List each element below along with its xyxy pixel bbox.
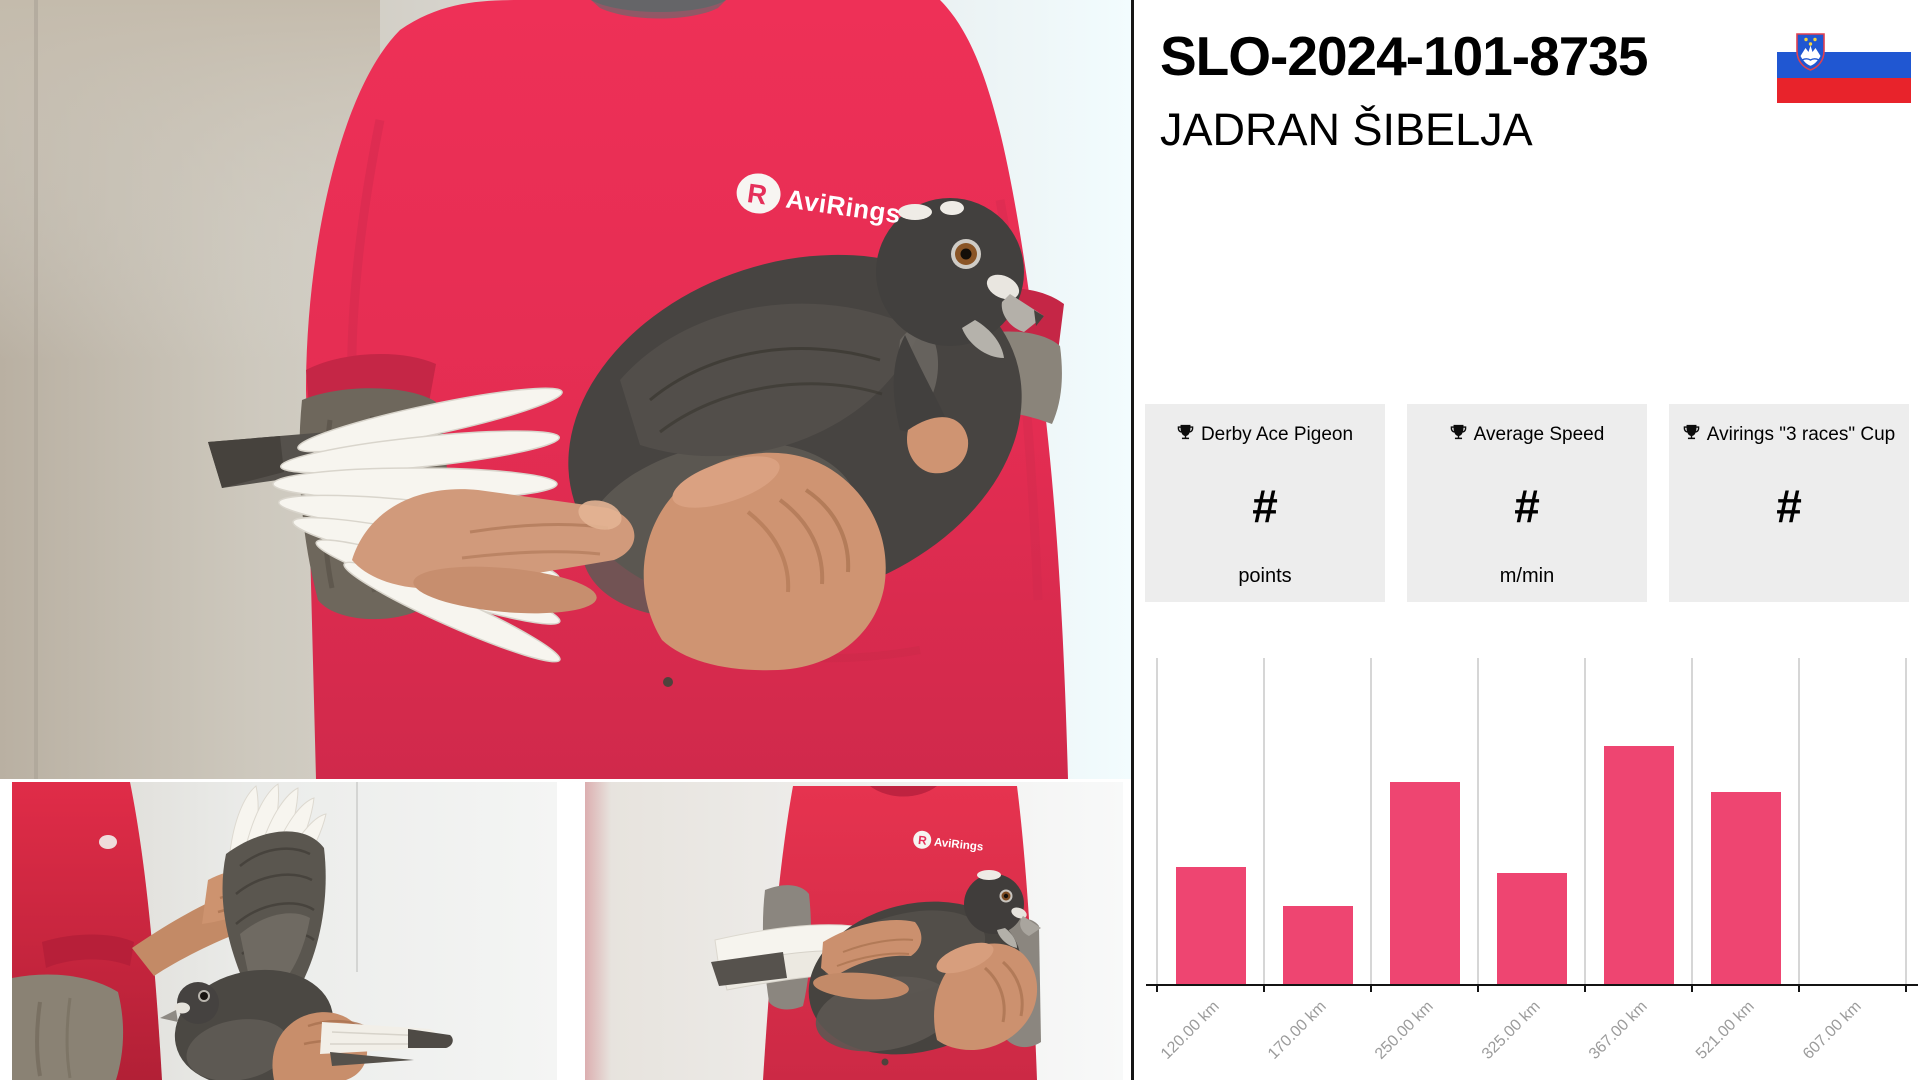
logo-initial: R — [917, 833, 927, 848]
info-panel: SLO-2024-101-8735 JADRAN ŠIBELJA Derby — [1134, 0, 1920, 1080]
right-hand — [643, 417, 969, 671]
chart-gridline — [1156, 658, 1158, 984]
tail — [711, 952, 787, 986]
x-axis-labels: 120.00 km 170.00 km 250.00 km 325.00 km 367.… — [1157, 994, 1906, 1080]
stat-card-average-speed: Average Speed # m/min — [1407, 404, 1647, 602]
chart-gridline — [1691, 658, 1693, 984]
pigeon-head — [160, 982, 219, 1024]
trophy-icon — [1450, 422, 1467, 448]
stat-card-derby-ace: Derby Ace Pigeon # points — [1145, 404, 1385, 602]
stat-label: Derby Ace Pigeon — [1200, 424, 1354, 445]
chart-bar — [1710, 792, 1781, 984]
axis-tick — [1691, 986, 1693, 992]
axis-tick — [1370, 986, 1372, 992]
chart-bar — [1175, 867, 1246, 984]
photo-pigeon-held-side-view[interactable]: R AviRings — [585, 782, 1123, 1080]
x-axis-label: 120.00 km — [1157, 998, 1223, 1063]
stat-unit: m/min — [1499, 565, 1555, 587]
chart-bar — [1496, 873, 1567, 984]
x-axis-line — [1146, 984, 1918, 986]
chart-gridline — [1263, 658, 1265, 984]
chart-gridline — [1798, 658, 1800, 984]
tail-feathers — [320, 1022, 453, 1066]
axis-tick — [1798, 986, 1800, 992]
slovenia-coat-of-arms — [1796, 33, 1825, 71]
photo-mid-illustration: R AviRings — [585, 782, 1123, 1080]
pigeon-head — [876, 198, 1044, 445]
slovenia-flag-icon — [1777, 27, 1911, 103]
stat-label: Avirings "3 races" Cup — [1706, 424, 1896, 445]
logo-initial: R — [745, 178, 768, 210]
stat-value: # — [1776, 480, 1802, 532]
stats-row: Derby Ace Pigeon # points Average Speed … — [1145, 404, 1909, 602]
trophy-icon — [1177, 422, 1194, 448]
chart-bar — [1282, 906, 1353, 984]
photo-main-pigeon-in-hands[interactable]: R AviRings — [0, 0, 1134, 779]
photo-main-illustration: R AviRings — [0, 0, 1134, 779]
chart-bar — [1603, 746, 1674, 984]
logo-wordmark: AviRings — [933, 837, 983, 854]
chart-gridline — [1477, 658, 1479, 984]
avirings-shirt-logo: R AviRings — [913, 830, 984, 854]
chart-bar — [1389, 782, 1460, 984]
race-distance-bar-chart — [1156, 658, 1907, 992]
axis-tick — [1584, 986, 1586, 992]
x-axis-label: 250.00 km — [1371, 998, 1437, 1063]
stat-value: # — [1252, 480, 1278, 532]
stat-card-3-races-cup: Avirings "3 races" Cup # — [1669, 404, 1909, 602]
axis-tick — [1477, 986, 1479, 992]
axis-tick — [1905, 986, 1907, 992]
x-axis-label: 325.00 km — [1478, 998, 1544, 1063]
ring-number: SLO-2024-101-8735 — [1160, 25, 1648, 87]
photo-pigeon-wing-spread[interactable] — [12, 782, 557, 1080]
owner-name: JADRAN ŠIBELJA — [1160, 104, 1533, 155]
chart-gridline — [1370, 658, 1372, 984]
x-axis-label: 170.00 km — [1264, 998, 1330, 1063]
x-axis-label: 607.00 km — [1799, 998, 1865, 1063]
axis-tick — [1263, 986, 1265, 992]
left-hand — [352, 489, 635, 614]
right-hand — [934, 942, 1038, 1050]
pigeon-head — [964, 870, 1041, 948]
x-axis-label: 521.00 km — [1692, 998, 1758, 1063]
left-hand — [813, 920, 922, 1000]
photo-left-illustration — [12, 782, 557, 1080]
trophy-icon — [1683, 422, 1700, 448]
axis-tick — [1156, 986, 1158, 992]
chart-gridline — [1905, 658, 1907, 984]
stat-unit: points — [1238, 565, 1292, 587]
panel-divider — [1131, 0, 1134, 1080]
x-axis-label: 367.00 km — [1585, 998, 1651, 1063]
stat-label: Average Speed — [1473, 424, 1605, 445]
chart-gridline — [1584, 658, 1586, 984]
shirt-logo-glimpse — [99, 835, 117, 849]
stat-value: # — [1514, 480, 1540, 532]
